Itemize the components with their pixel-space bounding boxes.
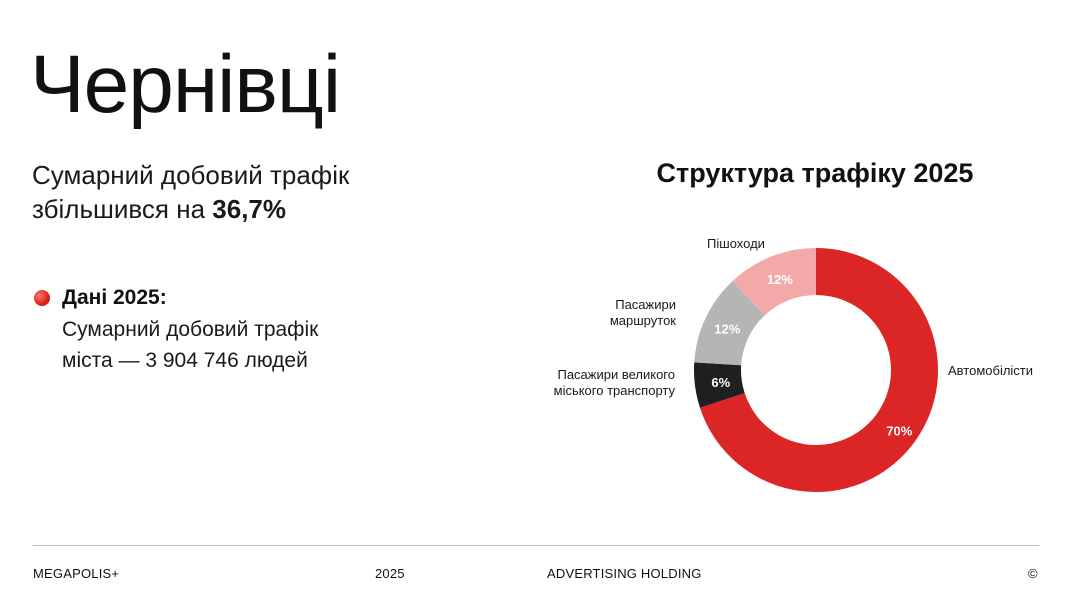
page-title: Чернівці	[30, 39, 341, 130]
donut-slice-4	[732, 248, 816, 316]
chart-title: Структура трафіку 2025	[656, 158, 974, 188]
traffic-growth-value: 36,7%	[212, 194, 287, 224]
slice-category-label-4: Пішоходи	[707, 236, 765, 251]
footer-brand: MEGAPOLIS+	[33, 566, 120, 581]
slice-category-label-2: Пасажири великого міського транспорту	[554, 367, 676, 398]
slice-category-label-line: Пасажири великого	[557, 367, 675, 382]
traffic-summary-line-1: Сумарний добовий трафік	[32, 160, 350, 190]
donut-slice-1	[699, 248, 938, 492]
traffic-summary-prefix: збільшився на	[32, 194, 206, 224]
data-2025-line-1: Сумарний добовий трафік	[62, 318, 319, 341]
slice-category-label-line: Автомобілісти	[948, 363, 1033, 378]
traffic-summary-line-2: збільшився на 36,7%	[32, 192, 349, 226]
slice-category-label-1: Автомобілісти	[948, 363, 1033, 378]
slice-value-label-2: 6%	[711, 375, 730, 390]
footer-year: 2025	[375, 566, 405, 581]
traffic-summary: Сумарний добовий трафік збільшився на 36…	[32, 158, 349, 226]
slice-category-label-line: міського транспорту	[554, 383, 676, 398]
footer-divider	[33, 545, 1039, 546]
slice-value-label-4: 12%	[767, 272, 793, 287]
footer-copyright: ©	[1028, 566, 1038, 581]
data-2025-heading: Дані 2025:	[62, 286, 167, 309]
slice-value-label-1: 70%	[886, 424, 912, 439]
slice-category-label-line: Пасажири	[615, 297, 676, 312]
slice-category-label-line: Пішоходи	[707, 236, 765, 251]
slice-category-label-line: маршруток	[610, 313, 676, 328]
slice-value-label-3: 12%	[714, 321, 740, 336]
footer-tagline: ADVERTISING HOLDING	[547, 566, 702, 581]
slice-category-label-3: Пасажири маршруток	[610, 297, 676, 328]
data-2025-line-2: міста — 3 904 746 людей	[62, 349, 308, 372]
donut-slice-3	[694, 281, 765, 366]
donut-slice-2	[693, 362, 745, 408]
red-bullet-icon	[34, 290, 50, 306]
